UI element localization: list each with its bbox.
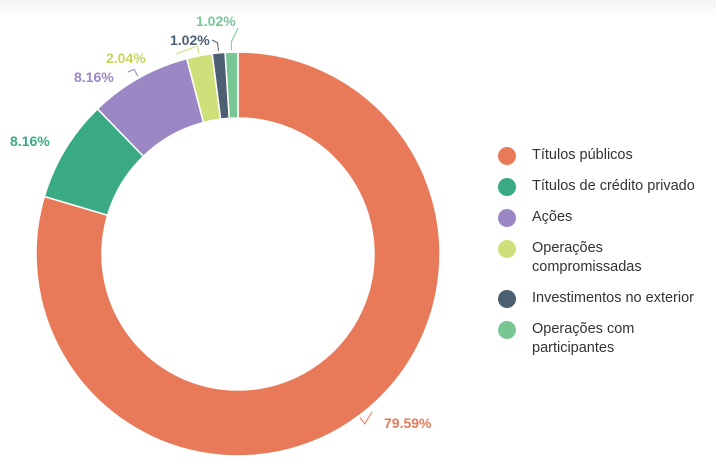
legend-label: Títulos de crédito privado bbox=[532, 178, 695, 194]
data-label-operacoes-compromissadas: 2.04% bbox=[106, 50, 146, 66]
legend: Títulos públicos Títulos de crédito priv… bbox=[498, 146, 716, 370]
legend-item-investimentos-exterior[interactable]: Investimentos no exterior bbox=[498, 289, 716, 308]
legend-item-acoes[interactable]: Ações bbox=[498, 208, 716, 227]
legend-item-operacoes-compromissadas[interactable]: Operações compromissadas bbox=[498, 239, 716, 277]
legend-item-titulos-publicos[interactable]: Títulos públicos bbox=[498, 146, 716, 165]
leader-line-acoes bbox=[127, 68, 139, 77]
legend-label: Investimentos no exterior bbox=[532, 290, 694, 306]
slice-titulos-publicos[interactable] bbox=[35, 51, 441, 457]
data-label-investimentos-exterior: 1.02% bbox=[170, 32, 210, 48]
legend-item-titulos-credito-privado[interactable]: Títulos de crédito privado bbox=[498, 177, 716, 196]
legend-swatch bbox=[498, 321, 516, 339]
leader-line-titulos-publicos bbox=[359, 411, 373, 425]
legend-swatch bbox=[498, 240, 516, 258]
legend-swatch bbox=[498, 178, 516, 196]
legend-label: Títulos públicos bbox=[532, 147, 633, 163]
legend-swatch bbox=[498, 209, 516, 227]
top-gradient-bar bbox=[0, 0, 716, 18]
legend-label: Operações com participantes bbox=[532, 321, 635, 356]
data-label-operacoes-participantes: 1.02% bbox=[196, 13, 236, 29]
legend-swatch bbox=[498, 147, 516, 165]
slice-operacoes-participantes[interactable] bbox=[224, 51, 239, 120]
data-label-titulos-credito-privado: 8.16% bbox=[10, 133, 50, 149]
leader-line-operacoes-compromissadas bbox=[175, 45, 200, 55]
legend-swatch bbox=[498, 290, 516, 308]
leader-line-operacoes-participantes bbox=[230, 27, 239, 51]
leader-line-investimentos-exterior bbox=[211, 39, 219, 51]
legend-label: Operações compromissadas bbox=[532, 240, 642, 275]
data-label-titulos-publicos: 79.59% bbox=[384, 415, 432, 431]
data-label-acoes: 8.16% bbox=[74, 69, 114, 85]
legend-label: Ações bbox=[532, 209, 573, 225]
legend-item-operacoes-participantes[interactable]: Operações com participantes bbox=[498, 320, 716, 358]
